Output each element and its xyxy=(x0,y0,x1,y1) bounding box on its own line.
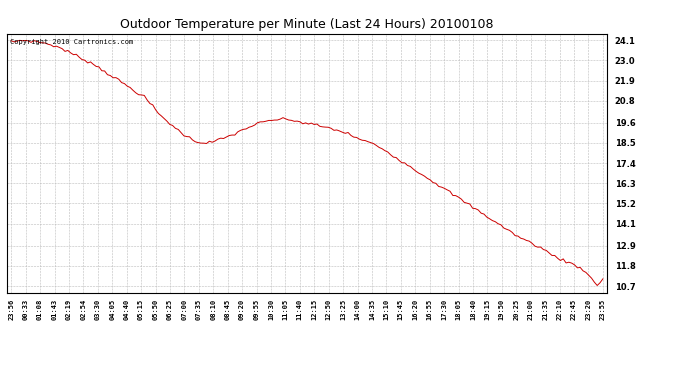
Title: Outdoor Temperature per Minute (Last 24 Hours) 20100108: Outdoor Temperature per Minute (Last 24 … xyxy=(120,18,494,31)
Text: Copyright 2010 Cartronics.com: Copyright 2010 Cartronics.com xyxy=(10,39,133,45)
